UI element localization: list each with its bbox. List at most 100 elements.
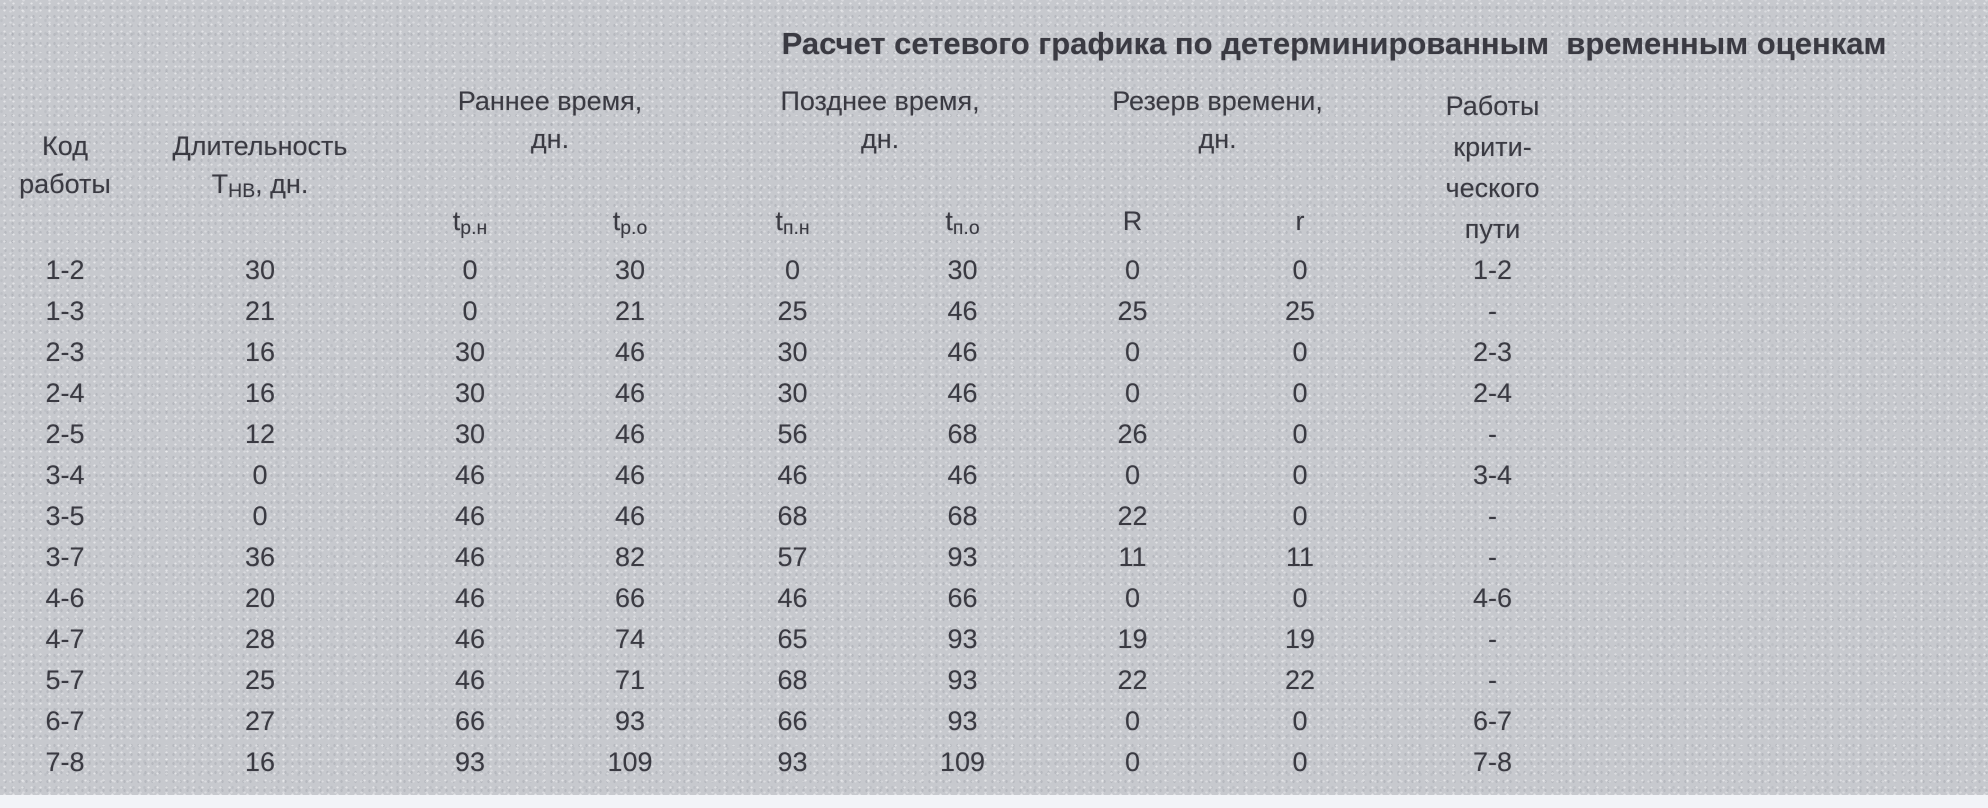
cell-duration: 0 xyxy=(252,501,268,531)
cell-work-code: 1-3 xyxy=(45,296,85,326)
cell-work-code: 7-8 xyxy=(45,747,85,777)
cell-late-finish: 46 xyxy=(947,378,978,408)
cell-free-reserve: 0 xyxy=(1292,255,1308,285)
cell-late-finish: 30 xyxy=(947,255,978,285)
cell-early-finish: 74 xyxy=(614,624,646,654)
cell-early-start: 0 xyxy=(462,255,478,285)
cell-duration: 27 xyxy=(244,706,276,736)
cell-duration: 28 xyxy=(244,624,276,654)
subcol-header-early-finish: tр.о xyxy=(550,193,710,250)
col-header-work-code: Код работы xyxy=(0,88,130,203)
cell-total-reserve: 0 xyxy=(1125,706,1141,736)
col-header-reserve-line1: Резерв времени, xyxy=(1112,86,1323,116)
cell-duration: 0 xyxy=(252,460,268,490)
cell-total-reserve: 0 xyxy=(1125,583,1141,613)
table-body: 1-2 30 0 30 0 30 0 0 1-2 1-3 21 0 21 25 … xyxy=(0,250,1600,783)
cell-free-reserve: 0 xyxy=(1292,419,1308,449)
cell-late-start: 57 xyxy=(777,542,808,572)
col-header-duration-line1: Длительность xyxy=(172,131,348,162)
cell-critical-path: - xyxy=(1488,542,1498,572)
header-sub-row: tр.н tр.о tп.н tп.о R r xyxy=(0,193,1600,250)
cell-total-reserve: 22 xyxy=(1117,501,1148,531)
duration-unit: , дн. xyxy=(255,169,309,200)
col-header-critical-line4: пути xyxy=(1464,214,1521,244)
cell-early-start: 46 xyxy=(454,583,486,613)
page-title: Расчет сетевого графика по детерминирова… xyxy=(781,26,1887,61)
cell-work-code: 3-4 xyxy=(45,460,85,490)
cell-early-finish: 93 xyxy=(614,706,646,736)
cell-late-finish: 93 xyxy=(947,706,978,736)
cell-free-reserve: 0 xyxy=(1292,706,1308,736)
col-header-early-line1: Раннее время, xyxy=(457,86,643,116)
cell-early-start: 46 xyxy=(454,501,486,531)
cell-work-code: 4-6 xyxy=(45,583,85,613)
cell-early-start: 0 xyxy=(462,296,478,326)
cell-duration: 25 xyxy=(244,665,276,695)
cell-total-reserve: 22 xyxy=(1117,665,1148,695)
cell-early-start: 46 xyxy=(454,542,486,572)
col-header-critical-line3: ческого xyxy=(1445,173,1540,203)
cell-critical-path: - xyxy=(1488,501,1498,531)
network-schedule-table: Код работы Длительность ТНВ, дн. Раннее … xyxy=(0,78,1600,783)
cell-early-start: 30 xyxy=(454,378,486,408)
subcol-header-late-start: tп.н xyxy=(710,193,875,250)
cell-early-finish: 46 xyxy=(614,501,646,531)
table-row: 2-3 16 30 46 30 46 0 0 2-3 xyxy=(0,332,1600,373)
subcol-early-finish-symbol: t xyxy=(612,206,621,237)
cell-free-reserve: 0 xyxy=(1292,460,1308,490)
cell-free-reserve: 19 xyxy=(1285,624,1316,654)
cell-early-start: 93 xyxy=(454,747,486,777)
cell-late-finish: 46 xyxy=(947,296,978,326)
subcol-header-early-start: tр.н xyxy=(390,193,550,250)
cell-free-reserve: 0 xyxy=(1292,583,1308,613)
cell-late-finish: 93 xyxy=(947,542,978,572)
cell-late-finish: 68 xyxy=(947,419,978,449)
cell-total-reserve: 11 xyxy=(1118,542,1147,572)
table-row: 2-4 16 30 46 30 46 0 0 2-4 xyxy=(0,373,1600,414)
cell-critical-path: - xyxy=(1488,665,1498,695)
duration-symbol: Т xyxy=(211,169,229,200)
duration-subscript: НВ xyxy=(228,179,256,202)
cell-total-reserve: 0 xyxy=(1125,337,1141,367)
cell-duration: 16 xyxy=(244,747,276,777)
col-header-late-time: Позднее время, дн. xyxy=(710,78,1050,193)
table-row: 7-8 16 93 109 93 109 0 0 7-8 xyxy=(0,742,1600,783)
cell-work-code: 2-4 xyxy=(45,378,85,408)
cell-critical-path: 3-4 xyxy=(1473,460,1513,490)
cell-critical-path: 1-2 xyxy=(1473,255,1513,285)
cell-total-reserve: 0 xyxy=(1125,255,1141,285)
cell-early-finish: 71 xyxy=(614,665,646,695)
cell-early-start: 30 xyxy=(454,419,486,449)
subcol-early-start-symbol: t xyxy=(452,206,461,237)
cell-duration: 21 xyxy=(244,296,276,326)
cell-late-finish: 68 xyxy=(947,501,978,531)
subcol-header-late-finish: tп.о xyxy=(875,193,1050,250)
table-row: 6-7 27 66 93 66 93 0 0 6-7 xyxy=(0,701,1600,742)
cell-free-reserve: 0 xyxy=(1292,501,1308,531)
cell-critical-path: 2-4 xyxy=(1473,378,1513,408)
cell-late-start: 25 xyxy=(777,296,808,326)
subcol-total-reserve-symbol: R xyxy=(1122,206,1143,237)
cell-late-start: 66 xyxy=(777,706,808,736)
cell-total-reserve: 26 xyxy=(1117,419,1148,449)
table-row: 2-5 12 30 46 56 68 26 0 - xyxy=(0,414,1600,455)
cell-late-start: 56 xyxy=(777,419,808,449)
cell-free-reserve: 0 xyxy=(1292,747,1308,777)
cell-critical-path: 2-3 xyxy=(1473,337,1513,367)
cell-work-code: 4-7 xyxy=(45,624,85,654)
cell-duration: 30 xyxy=(244,255,276,285)
cell-late-start: 68 xyxy=(777,665,808,695)
cell-work-code: 6-7 xyxy=(45,706,85,736)
cell-critical-path: 7-8 xyxy=(1473,747,1513,777)
cell-late-start: 30 xyxy=(777,378,808,408)
col-header-critical-line2: крити- xyxy=(1453,132,1532,162)
cell-work-code: 3-7 xyxy=(45,542,85,572)
table-row: 5-7 25 46 71 68 93 22 22 - xyxy=(0,660,1600,701)
cell-duration: 16 xyxy=(244,378,276,408)
cell-early-start: 30 xyxy=(454,337,486,367)
table-row: 4-6 20 46 66 46 66 0 0 4-6 xyxy=(0,578,1600,619)
cell-late-finish: 46 xyxy=(947,460,978,490)
col-header-late-line2: дн. xyxy=(860,124,900,154)
subcol-late-start-subscript: п.н xyxy=(782,216,810,239)
subcol-late-finish-symbol: t xyxy=(945,206,953,237)
